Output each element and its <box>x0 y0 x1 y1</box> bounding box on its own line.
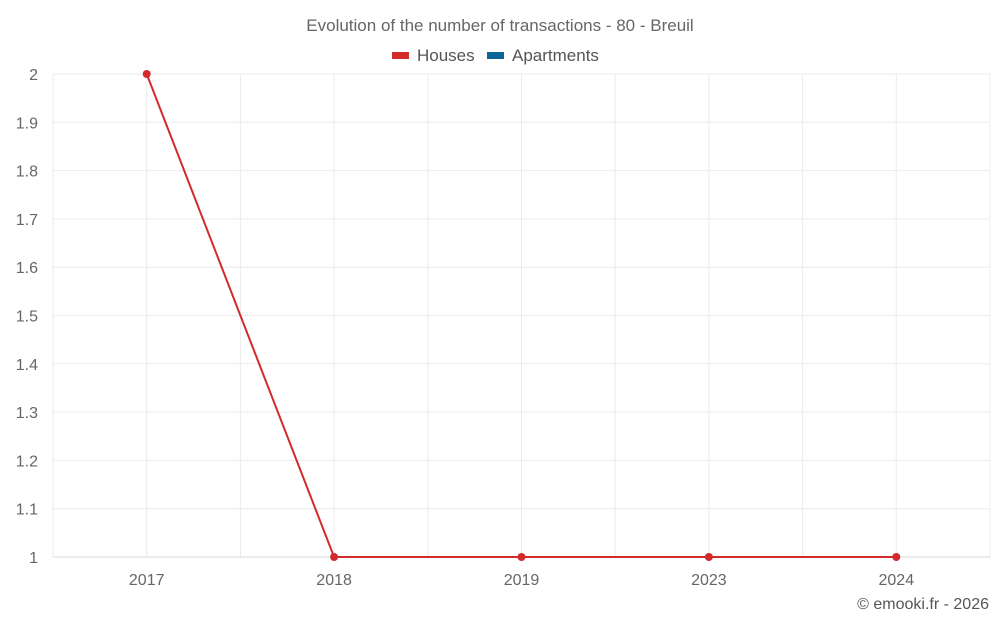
series-layer <box>142 70 901 561</box>
label-layer: 1 1.1 1.2 1.3 1.4 1.5 1.6 1.7 1.8 1.9 2 2017 2018 201… <box>16 67 914 589</box>
data-point-houses[interactable] <box>892 553 901 561</box>
y-tick-label: 1.9 <box>16 115 38 132</box>
y-tick-label: 2 <box>29 67 38 84</box>
x-tick-label: 2018 <box>316 572 352 589</box>
legend[interactable]: Houses Apartments <box>392 46 599 65</box>
y-tick-label: 1.8 <box>16 164 38 181</box>
legend-label-apartments[interactable]: Apartments <box>512 46 599 65</box>
chart-title: Evolution of the number of transactions … <box>306 16 693 35</box>
legend-swatch-houses[interactable] <box>392 52 409 59</box>
data-point-houses[interactable] <box>330 553 339 561</box>
legend-label-houses[interactable]: Houses <box>417 46 475 65</box>
y-tick-label: 1.7 <box>16 212 38 229</box>
y-tick-label: 1.5 <box>16 309 38 326</box>
y-tick-label: 1 <box>29 550 38 567</box>
credit-text: © emooki.fr - 2026 <box>857 596 989 613</box>
y-tick-label: 1.1 <box>16 502 38 519</box>
y-tick-label: 1.3 <box>16 405 38 422</box>
x-tick-label: 2017 <box>129 572 165 589</box>
y-tick-label: 1.6 <box>16 260 38 277</box>
legend-swatch-apartments[interactable] <box>487 52 504 59</box>
x-tick-label: 2024 <box>879 572 915 589</box>
y-tick-label: 1.4 <box>16 357 38 374</box>
x-tick-label: 2023 <box>691 572 727 589</box>
grid-layer <box>52 73 991 558</box>
data-point-houses[interactable] <box>704 553 713 561</box>
y-tick-label: 1.2 <box>16 453 38 470</box>
data-point-houses[interactable] <box>142 70 151 78</box>
data-point-houses[interactable] <box>517 553 526 561</box>
x-tick-label: 2019 <box>504 572 540 589</box>
